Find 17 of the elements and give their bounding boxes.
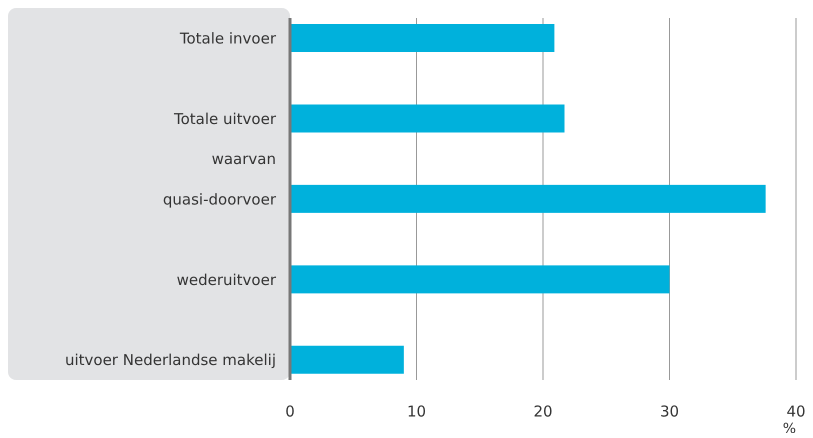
y-tick-label: waarvan bbox=[212, 150, 276, 168]
bar bbox=[290, 184, 766, 213]
bar bbox=[290, 265, 670, 294]
x-tick-label: 20 bbox=[533, 402, 553, 421]
bar bbox=[290, 104, 565, 132]
bar bbox=[290, 346, 404, 374]
y-tick-label: Totale invoer bbox=[178, 29, 277, 48]
x-tick-label: 30 bbox=[660, 402, 680, 421]
x-axis-title: % bbox=[782, 421, 796, 437]
bar bbox=[290, 24, 554, 52]
y-tick-label: Totale uitvoer bbox=[172, 110, 277, 128]
y-tick-label: quasi-doorvoer bbox=[162, 190, 277, 208]
y-tick-label: wederuitvoer bbox=[176, 270, 277, 289]
x-tick-label: 40 bbox=[786, 402, 806, 421]
x-tick-label: 0 bbox=[285, 402, 295, 421]
y-tick-label: uitvoer Nederlandse makelij bbox=[64, 351, 276, 370]
x-tick-label: 10 bbox=[406, 402, 426, 421]
